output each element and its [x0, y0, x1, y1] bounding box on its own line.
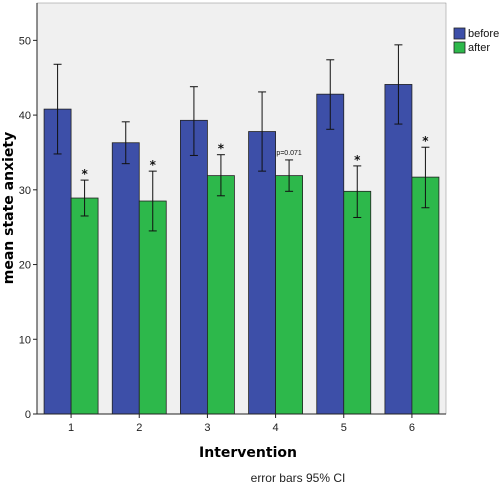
bar-after-3 — [207, 175, 235, 415]
significance-star: * — [354, 153, 361, 167]
x-tick-label: 2 — [136, 422, 142, 434]
significance-star: * — [218, 142, 225, 156]
legend: before after — [453, 27, 499, 54]
annotations-group: * * * p=0.071 * * — [81, 134, 429, 181]
bar-before-4 — [248, 131, 276, 415]
error-bars-group — [53, 44, 430, 232]
significance-star: * — [422, 134, 429, 148]
bar-before-6 — [384, 84, 413, 415]
legend-label-before: before — [468, 28, 499, 40]
chart-footnote: error bars 95% CI — [251, 471, 346, 485]
bar-after-6 — [411, 176, 440, 415]
bar-after-1 — [70, 197, 99, 415]
y-tick-label: 20 — [19, 260, 31, 272]
p-value-label: p=0.071 — [276, 150, 302, 157]
bar-after-4 — [275, 175, 303, 415]
significance-star: * — [150, 158, 157, 172]
bar-after-5 — [343, 190, 372, 415]
bar-before-1 — [43, 108, 72, 415]
x-tick-label: 5 — [341, 422, 347, 434]
bar-before-2 — [111, 142, 140, 415]
bar-after-2 — [138, 200, 167, 415]
y-tick-label: 30 — [19, 185, 31, 197]
legend-swatch-before — [453, 27, 466, 40]
x-axis-title: Intervention — [199, 445, 297, 461]
y-tick-label: 0 — [25, 409, 31, 421]
plot-background — [36, 2, 447, 415]
legend-label-after: after — [468, 42, 490, 54]
x-tick-label: 4 — [273, 422, 279, 434]
bar-before-3 — [180, 119, 208, 415]
y-tick-label: 50 — [19, 35, 31, 47]
x-tick-label: 3 — [204, 422, 210, 434]
y-ticks-group: 0 10 20 30 40 50 — [19, 35, 37, 421]
axes-group — [36, 3, 446, 415]
x-tick-label: 6 — [409, 422, 415, 434]
significance-star: * — [81, 167, 88, 181]
y-tick-label: 40 — [19, 110, 31, 122]
x-tick-label: 1 — [68, 422, 74, 434]
y-tick-label: 10 — [19, 334, 31, 346]
legend-swatch-after — [453, 41, 466, 54]
bar-before-5 — [316, 93, 345, 415]
x-ticks-group: 1 2 3 4 5 6 — [68, 414, 415, 434]
bars-group — [43, 84, 440, 415]
y-axis-title: mean state anxiety — [1, 132, 17, 284]
